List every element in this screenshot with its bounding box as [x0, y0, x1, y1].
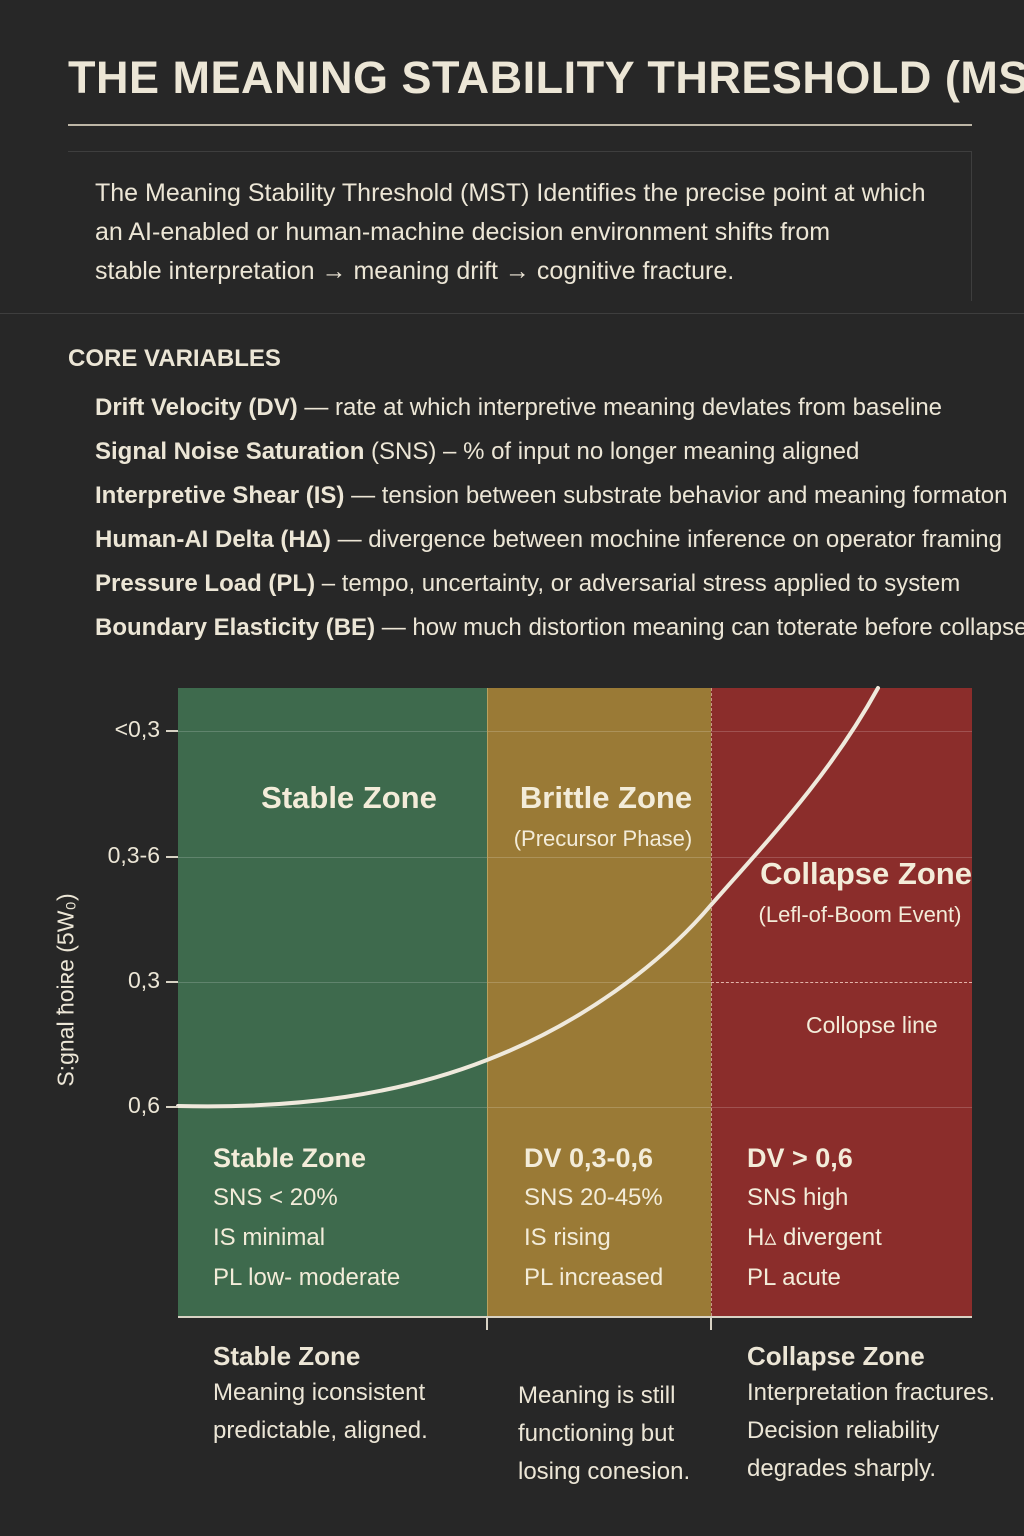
- variable-term: Human-AI Delta (HΔ): [95, 526, 331, 553]
- metrics-head: DV > 0,6: [747, 1143, 853, 1173]
- intro-line: The Meaning Stability Threshold (MST) Id…: [95, 179, 926, 207]
- bottom-line: Meaning is still: [518, 1382, 676, 1409]
- variable-desc: — how much distortion meaning can totera…: [375, 614, 1024, 641]
- x-axis-tick: [486, 1316, 488, 1330]
- y-tick-label: 0,3-6: [107, 842, 160, 868]
- threshold-curve: [176, 686, 880, 1109]
- core-variables-list: Drift Velocity (DV) — rate at which inte…: [95, 389, 1024, 653]
- variable-desc: — rate at which interpretive meaning dev…: [297, 394, 943, 421]
- variable-desc: — divergence between mochine inference o…: [330, 526, 1002, 553]
- title-divider: [68, 124, 972, 126]
- variable-term: Signal Noise Saturation: [95, 438, 365, 465]
- metric-line: SNS < 20%: [213, 1184, 338, 1211]
- metric-line: PL acute: [747, 1264, 841, 1291]
- metric-line: PL low- moderate: [213, 1264, 401, 1291]
- y-tick-mark: [166, 730, 178, 732]
- metric-line: SNS 20-45%: [524, 1184, 663, 1211]
- brittle-zone-subtitle: (Precursor Phase): [513, 826, 693, 851]
- bottom-line: functioning but: [518, 1420, 675, 1447]
- y-tick-mark: [166, 856, 178, 858]
- metric-line: IS rising: [524, 1224, 611, 1251]
- gridline: [178, 982, 711, 983]
- stable-zone-region: [178, 688, 487, 1316]
- y-tick-label: 0,3: [128, 967, 160, 993]
- brittle-metrics: DV 0,3-0,6 SNS 20-45% IS rising PL incre…: [524, 1138, 663, 1298]
- variable-term: Pressure Load (PL): [95, 570, 316, 597]
- zone-divider: [487, 688, 488, 1316]
- metric-line: H▵ divergent: [747, 1224, 882, 1251]
- variable-item: Human-AI Delta (HΔ) — divergence between…: [95, 521, 1015, 565]
- stable-zone-title: Stable Zone: [261, 780, 437, 815]
- collapse-line-label: Collopse line: [806, 1012, 938, 1038]
- bottom-head: Stable Zone: [213, 1341, 361, 1371]
- metric-line: IS minimal: [213, 1224, 326, 1251]
- variable-item: Boundary Elasticity (BE) — how much dist…: [95, 609, 1024, 653]
- collapse-zone-title: Collapse Zone: [760, 856, 972, 891]
- stable-metrics: Stable Zone SNS < 20% IS minimal PL low-…: [213, 1138, 400, 1298]
- bottom-line: Meaning iconsistent: [213, 1379, 426, 1406]
- x-axis-line: [178, 1316, 972, 1318]
- variable-desc: — tension between substrate behavior and…: [344, 482, 1008, 509]
- collapse-line: [711, 982, 972, 983]
- x-axis-tick: [710, 1316, 712, 1330]
- bottom-line: Decision reliability: [747, 1417, 940, 1444]
- brittle-zone-title: Brittle Zone: [519, 780, 693, 815]
- variable-item: Interpretive Shear (IS) — tension betwee…: [95, 477, 1015, 521]
- variable-item: Signal Noise Saturation (SNS) – % of inp…: [95, 433, 1015, 477]
- collapse-zone-subtitle: (Lefl-of-Boom Event): [758, 902, 962, 927]
- variable-term: Interpretive Shear (IS): [95, 482, 345, 509]
- collapse-zone-region: [711, 688, 972, 1316]
- variable-term: Drift Velocity (DV): [95, 394, 298, 421]
- y-tick-label: <0,3: [114, 716, 160, 742]
- y-tick-mark: [166, 981, 178, 983]
- y-axis-label: S:gnal ħoiʀe (5W₀): [52, 893, 79, 1087]
- variable-item: Pressure Load (PL) – tempo, uncertainty,…: [95, 565, 1015, 609]
- metrics-head: DV 0,3-0,6: [524, 1143, 654, 1173]
- gridline: [178, 731, 972, 732]
- bottom-head: Collapse Zone: [747, 1341, 925, 1371]
- bottom-line: predictable, aligned.: [213, 1417, 428, 1444]
- bottom-collapse: Collapse Zone Interpretation fractures. …: [747, 1338, 995, 1488]
- intro-line: stable interpretation → meaning drift → …: [95, 257, 735, 285]
- bottom-line: losing conesion.: [518, 1458, 691, 1485]
- intro-text: The Meaning Stability Threshold (MST) Id…: [95, 174, 975, 291]
- variable-desc: – tempo, uncertainty, or adversarial str…: [315, 570, 961, 597]
- variable-item: Drift Velocity (DV) — rate at which inte…: [95, 389, 1015, 433]
- bottom-brittle: Meaning is still functioning but losing …: [518, 1377, 690, 1491]
- variable-desc: (SNS) – % of input no longer meaning ali…: [364, 438, 860, 465]
- intro-line: an AI-enabled or human-machine decision …: [95, 218, 831, 246]
- metrics-head: Stable Zone: [213, 1143, 367, 1173]
- metric-line: PL increased: [524, 1264, 664, 1291]
- metric-line: SNS high: [747, 1184, 849, 1211]
- bottom-line: Interpretation fractures.: [747, 1379, 996, 1406]
- bottom-stable: Stable Zone Meaning iconsistent predicta…: [213, 1338, 428, 1450]
- y-tick-mark: [166, 1106, 178, 1108]
- bottom-line: degrades sharply.: [747, 1455, 936, 1482]
- intro-divider: [0, 313, 1024, 314]
- variable-term: Boundary Elasticity (BE): [95, 614, 376, 641]
- zone-divider: [711, 688, 712, 1316]
- collapse-metrics: DV > 0,6 SNS high H▵ divergent PL acute: [747, 1138, 882, 1298]
- gridline: [178, 1107, 972, 1108]
- gridline: [178, 857, 972, 858]
- page-title: THE MEANING STABILITY THRESHOLD (MST): [68, 52, 1024, 103]
- core-variables-heading: CORE VARIABLES: [68, 345, 281, 372]
- intro-box: [68, 151, 972, 301]
- y-tick-label: 0,6: [128, 1092, 160, 1118]
